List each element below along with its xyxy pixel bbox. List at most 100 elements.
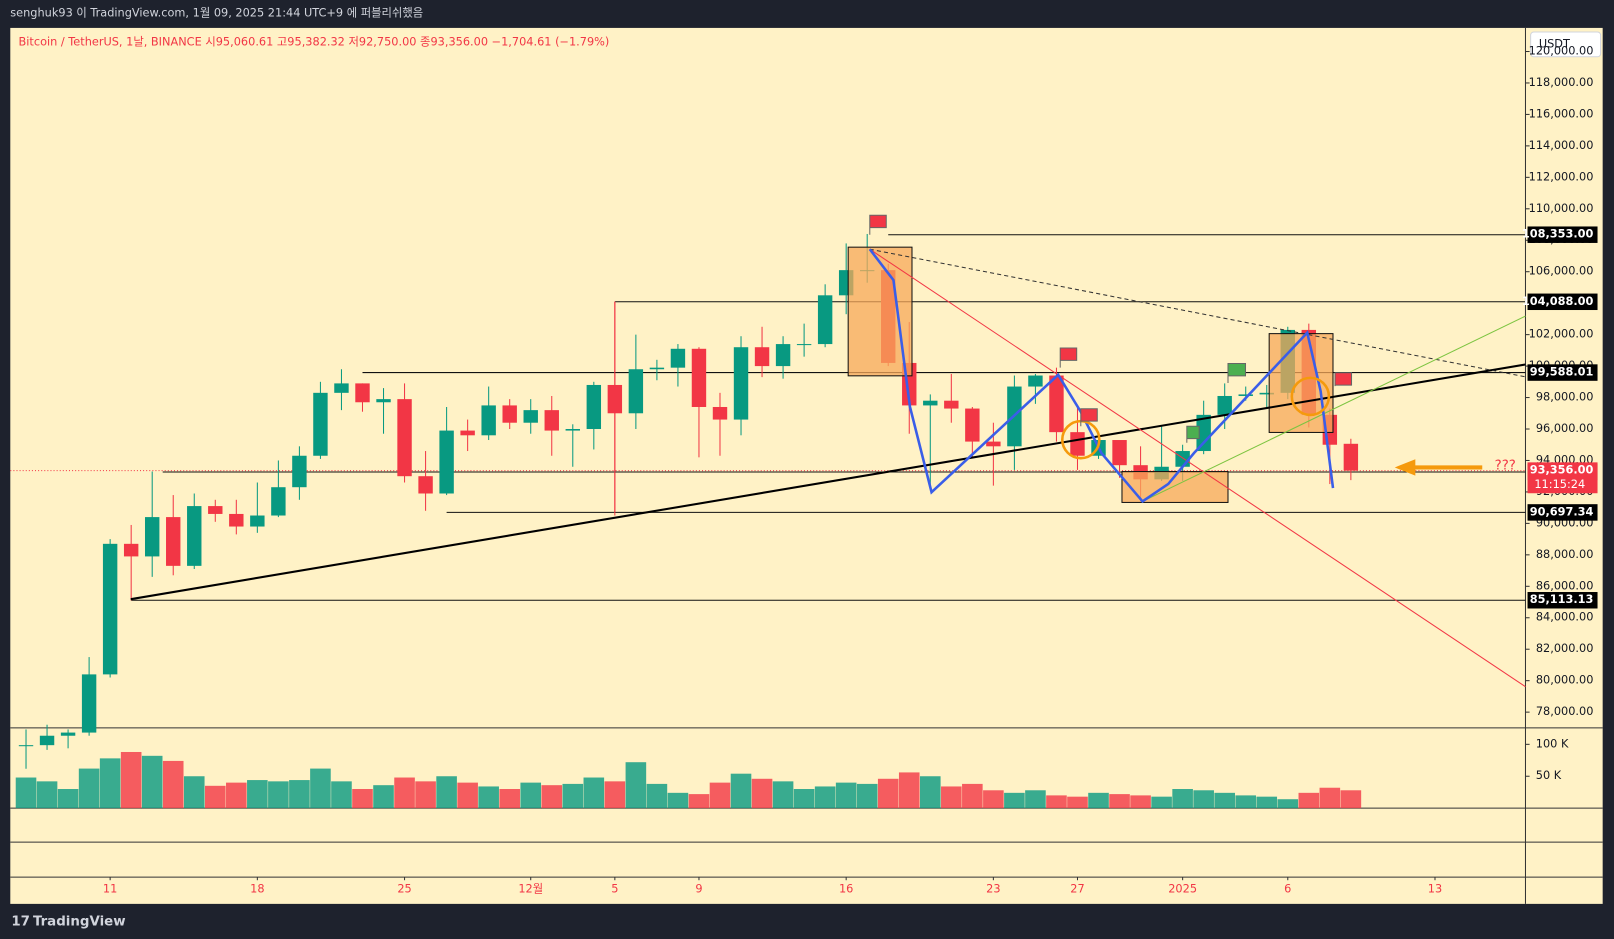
candle-body [123,543,139,557]
volume-bar [1298,792,1320,809]
marks: 78,000.00 80,000.00 82,000.00 84,000.00 86,0… [10,44,1594,895]
arrow [1394,459,1483,476]
volume-bar [667,792,689,809]
y-tick-label: 116,000.00 [1529,106,1594,120]
level-label-bg [1527,293,1598,311]
candle-body [544,410,559,431]
trend-line [869,248,1526,378]
candle-body [1238,394,1253,396]
volume-bar [15,777,37,809]
x-tick-label: 23 [986,881,1000,895]
candle-body [187,506,202,566]
candle-body [460,430,475,436]
candle-body [817,295,833,345]
candle-body [39,735,55,746]
volume-bar [1340,790,1362,809]
volume-bar [730,773,752,809]
last-price-bg [1527,462,1598,494]
volume-bar [856,783,878,809]
logo-mark: 17 [11,914,30,929]
volume-bar [941,786,962,809]
candle-body [628,369,644,414]
candle-body [292,455,307,488]
candle-body [733,347,749,420]
candle-body [1049,375,1064,433]
volume-bar [709,782,731,809]
volume-bar [520,782,542,809]
y-tick-label: 106,000.00 [1529,264,1594,278]
volume-bar [1004,792,1025,809]
candle-body [334,383,349,393]
candle-body [1259,392,1274,395]
trend-line [869,248,1526,688]
x-tick-label: 25 [397,881,411,895]
countdown: 11:15:24 [1534,477,1585,491]
candle-body [712,406,728,420]
volume-bar [1109,794,1130,809]
volume-bar [478,786,499,809]
candle-body [481,405,496,436]
candle-body [60,732,76,736]
currency: USDT [1539,36,1570,50]
volume-bar [394,777,415,809]
volume-bar [898,772,920,809]
publish-info: senghuk93 이 TradingView.com, 1월 09, 2025… [10,6,423,20]
candle-body [271,487,286,516]
volume-bar [1172,789,1193,809]
y-tick-label: 96,000.00 [1536,421,1594,435]
candle-body [691,348,707,407]
level-label-bg [1527,364,1598,381]
volume-bar [331,781,352,809]
candle-body [1343,443,1359,471]
candle-body [1217,395,1232,415]
x-tick-label: 6 [1284,881,1291,895]
drawings: ??? [130,214,1526,688]
volume-tick-label: 100 K [1536,736,1569,750]
annotation: ??? [1495,458,1516,473]
volume-bar [1235,795,1257,809]
flags [869,214,1353,443]
footer-logo: TradingView [33,914,126,929]
y-tick-label: 120,000.00 [1529,44,1594,58]
volume-bar [99,758,121,809]
candle-body [397,399,412,477]
level-label: 85,113.13 [1530,592,1594,606]
chart-area [10,27,1603,904]
y-tick-label: 110,000.00 [1529,201,1594,215]
volume-bar [772,781,794,809]
volume-bar [310,768,331,809]
volume-bar [120,751,142,809]
y-tick-label: 78,000.00 [1536,704,1594,718]
candle-body [418,476,433,494]
volume-bar [877,778,899,809]
level-label-bg [1527,226,1598,243]
candle-body [796,344,812,346]
candle-body [965,408,980,442]
candle-body [649,367,665,370]
currency-box[interactable] [1530,31,1602,58]
volume-bar [625,762,647,809]
volume-bar [57,789,79,809]
x-tick-label: 11 [103,881,117,895]
y-tick-label: 98,000.00 [1536,390,1594,404]
volume-bar [962,783,983,809]
x-tick-label: 12월 [518,881,543,895]
candle-body [313,392,328,456]
volume-bar [78,768,100,809]
volume-bar [415,781,436,809]
x-tick-label: 5 [611,881,618,895]
volume-bar [352,789,373,809]
volume-bar [204,785,226,809]
candle-body [586,384,602,430]
level-label: 99,588.01 [1530,365,1594,379]
volume-bar [1046,795,1067,809]
level-label-bg [1527,504,1598,521]
volume-bar [457,782,478,809]
candle-body [376,399,391,403]
volume-bar [541,785,563,809]
candle-body [1028,375,1043,387]
volume-bar [141,755,163,809]
symbol-info: Bitcoin / TetherUS, 1날, BINANCE 시95,060.… [19,34,610,48]
candle-body [439,430,454,494]
volume-bar [751,778,773,809]
